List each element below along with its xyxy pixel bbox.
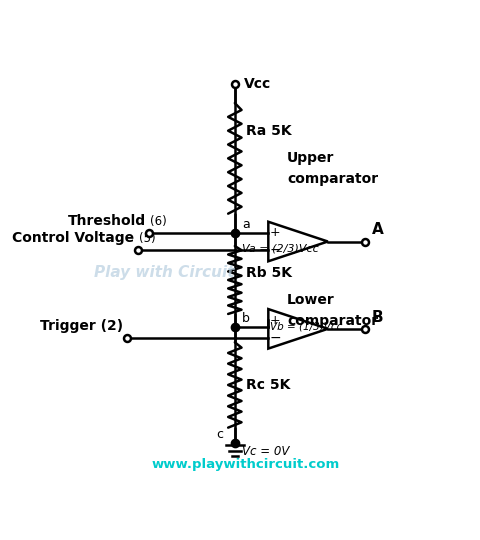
Text: comparator: comparator	[287, 314, 378, 328]
Text: −: −	[269, 243, 281, 257]
Text: +: +	[270, 314, 280, 327]
Text: Ra 5K: Ra 5K	[246, 124, 292, 138]
Text: Vc = 0V: Vc = 0V	[242, 446, 289, 458]
Text: www.playwithcircuit.com: www.playwithcircuit.com	[152, 458, 340, 471]
Text: A: A	[372, 222, 384, 238]
Text: b: b	[242, 312, 250, 325]
Text: (5): (5)	[139, 232, 156, 245]
Text: Play with Circuit: Play with Circuit	[94, 265, 234, 280]
Text: a: a	[242, 218, 250, 231]
Text: Lower: Lower	[287, 293, 335, 307]
Text: Va = (2/3)Vcc: Va = (2/3)Vcc	[242, 244, 319, 254]
Text: Threshold: Threshold	[67, 214, 145, 228]
Text: Rc 5K: Rc 5K	[246, 378, 290, 392]
Text: comparator: comparator	[287, 172, 378, 186]
Text: Upper: Upper	[287, 151, 334, 165]
Text: Trigger (2): Trigger (2)	[40, 319, 123, 333]
Text: Control Voltage: Control Voltage	[12, 231, 134, 245]
Text: Rb 5K: Rb 5K	[246, 266, 292, 280]
Text: +: +	[270, 226, 280, 239]
Text: B: B	[372, 309, 384, 325]
Text: c: c	[216, 428, 224, 441]
Text: −: −	[269, 330, 281, 345]
Text: Vcc: Vcc	[244, 77, 271, 91]
Text: (6): (6)	[150, 215, 167, 228]
Text: Vb = (1/3)Vcc: Vb = (1/3)Vcc	[270, 322, 343, 332]
